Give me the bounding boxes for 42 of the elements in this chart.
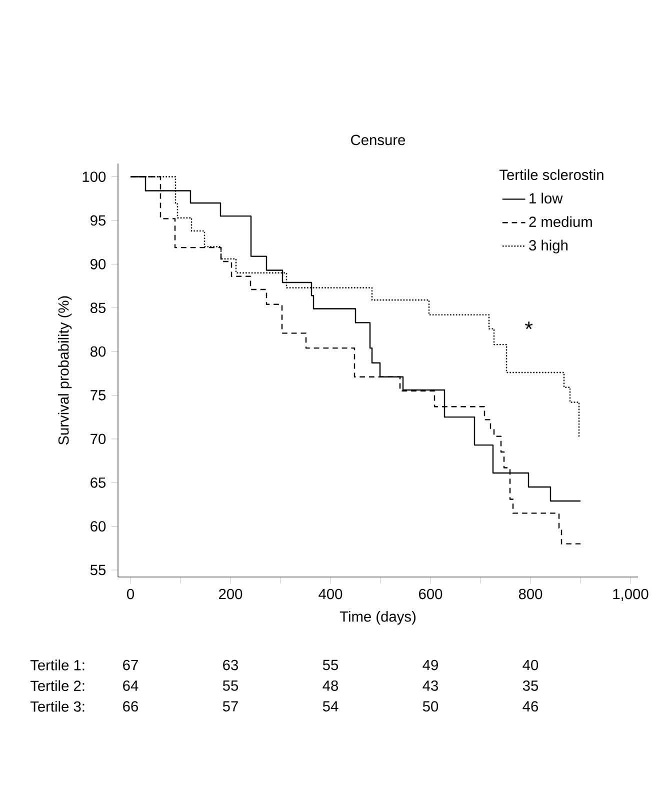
x-tick-label: 600 <box>419 588 442 600</box>
annotation: * <box>524 322 533 330</box>
text: 49 <box>422 660 438 670</box>
text: 40 <box>522 660 538 670</box>
text: 63 <box>223 660 238 670</box>
text: 50 <box>422 701 438 712</box>
text: 67 <box>123 660 138 670</box>
legend-title: Tertile sclerostin <box>500 169 604 180</box>
text: Tertile 2: <box>30 680 84 692</box>
text: 54 <box>322 701 338 712</box>
y-tick-label: 65 <box>90 477 106 488</box>
x-tick-label: 0 <box>126 588 134 600</box>
y-tick-label: 80 <box>90 346 106 357</box>
x-tick-label: 200 <box>218 588 242 600</box>
text: 57 <box>222 701 238 712</box>
text: 66 <box>123 701 138 712</box>
y-tick-label: 70 <box>90 434 106 444</box>
text: 55 <box>222 680 238 691</box>
y-tick-label: 100 <box>82 172 106 182</box>
legend-label: 1 low <box>530 192 563 204</box>
y-tick-label: 95 <box>90 215 106 226</box>
text: 35 <box>522 680 538 691</box>
y-tick-label: 85 <box>90 302 106 314</box>
text: 64 <box>123 680 138 691</box>
text: 48 <box>322 680 338 691</box>
legend-label: 3 high <box>529 240 568 254</box>
x-tick-label: 400 <box>318 588 342 600</box>
text: 55 <box>322 660 338 670</box>
text: 43 <box>422 680 438 691</box>
chart-title: Censure <box>351 134 406 146</box>
text: 46 <box>522 701 538 712</box>
text: Tertile 1: <box>30 660 84 670</box>
x-tick-label: 1,000 <box>613 588 648 601</box>
y-tick-label: 55 <box>90 564 106 576</box>
y-tick-label: 60 <box>90 521 106 532</box>
y-tick-label: 90 <box>90 258 106 270</box>
y-axis-title: Survival probability (%) <box>58 296 72 445</box>
x-axis-title: Time (days) <box>340 610 416 625</box>
y-tick-label: 75 <box>90 390 106 400</box>
text: Tertile 3: <box>30 700 84 712</box>
x-tick-label: 800 <box>518 588 542 600</box>
legend-label: 2 medium <box>529 216 592 228</box>
